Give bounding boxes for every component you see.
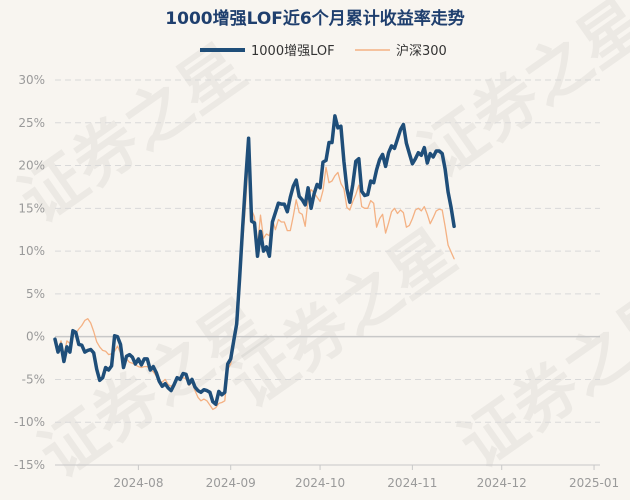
- y-tick-label: 25%: [18, 116, 45, 130]
- y-tick-label: -15%: [14, 458, 45, 472]
- watermark-layer: 证券之星 证券之星 证券之星 证券之星 证券之星: [7, 0, 630, 493]
- y-tick-label: 5%: [26, 287, 45, 301]
- x-tick-label: 2024-11: [387, 476, 437, 490]
- y-tick-label: 10%: [18, 244, 45, 258]
- y-tick-label: 0%: [26, 330, 45, 344]
- series: [53, 114, 456, 411]
- x-axis: 2024-08 2024-09 2024-10 2024-11 2024-12 2025-…: [55, 464, 619, 490]
- y-axis: 30% 25% 20% 15% 10% 5% 0% -5% -10% -15%: [14, 73, 45, 472]
- legend-item[interactable]: 沪深300: [355, 43, 447, 59]
- x-tick-label: 2024-09: [206, 476, 256, 490]
- y-tick-label: 20%: [18, 159, 45, 173]
- y-tick-label: -10%: [14, 415, 45, 429]
- series-line-1000增强lof: [53, 114, 456, 407]
- chart-title: 1000增强LOF近6个月累计收益率走势: [165, 8, 464, 29]
- legend-label: 1000增强LOF: [251, 44, 335, 59]
- x-tick-label: 2024-12: [477, 476, 527, 490]
- x-tick-label: 2024-08: [113, 476, 163, 490]
- legend: 1000增强LOF 沪深300: [200, 43, 447, 59]
- y-tick-label: 15%: [18, 201, 45, 215]
- grid: [55, 79, 600, 466]
- legend-label: 沪深300: [396, 43, 447, 59]
- y-tick-label: 30%: [18, 73, 45, 87]
- x-tick-label: 2024-10: [295, 476, 345, 490]
- legend-item[interactable]: 1000增强LOF: [200, 44, 335, 59]
- y-tick-label: -5%: [22, 372, 45, 386]
- x-tick-label: 2025-01: [569, 476, 619, 490]
